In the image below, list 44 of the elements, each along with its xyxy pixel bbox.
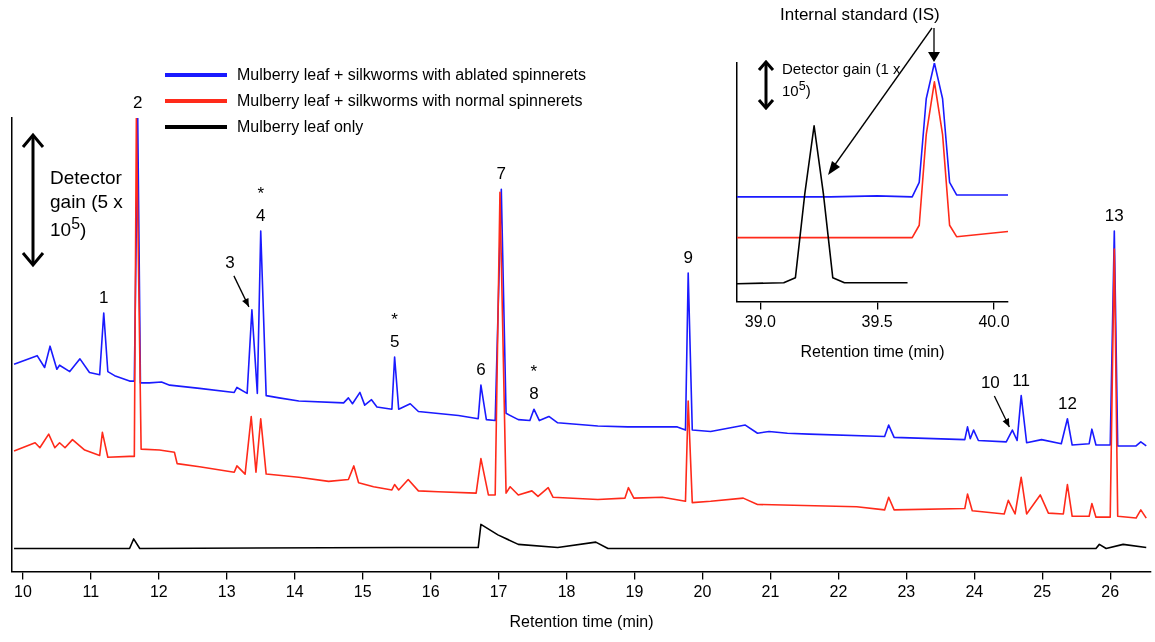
annotation: 6 bbox=[476, 360, 486, 380]
annotation: 1 bbox=[99, 288, 109, 308]
x-tick-label: 22 bbox=[829, 582, 848, 600]
x-tick-label: 23 bbox=[897, 582, 916, 600]
x-tick-label: 39.0 bbox=[744, 312, 777, 330]
annotation: 13 bbox=[1104, 205, 1124, 225]
x-tick-label: 24 bbox=[965, 582, 984, 600]
annotation: * bbox=[391, 310, 399, 330]
x-tick-label: 14 bbox=[285, 582, 304, 600]
text: Internal standard (IS) bbox=[780, 4, 941, 26]
annotation: 3 bbox=[225, 252, 235, 272]
x-axis-title: Retention time (min) bbox=[509, 612, 654, 630]
x-axis-title: Retention time (min) bbox=[800, 342, 945, 360]
x-tick-label: 21 bbox=[761, 582, 780, 600]
annotation: 9 bbox=[683, 248, 693, 268]
x-tick-label: 19 bbox=[625, 582, 644, 600]
x-tick-label: 10 bbox=[13, 582, 32, 600]
annotation: * bbox=[257, 183, 265, 203]
x-tick-label: 16 bbox=[421, 582, 440, 600]
annotation: Detector gain (1 x 10$^{5}$) bbox=[782, 60, 902, 101]
annotation: Detector gain (5 x 10$^{5}$) bbox=[50, 166, 124, 242]
annotation: 7 bbox=[496, 164, 507, 184]
legend-label: Mulberry leaf + silkworms with normal spinnerets bbox=[237, 92, 583, 110]
x-tick-label: 17 bbox=[489, 582, 508, 600]
x-tick-label: 39.5 bbox=[861, 312, 893, 330]
annotation: * bbox=[530, 362, 538, 382]
x-tick-label: 40.0 bbox=[978, 312, 1010, 330]
x-tick-label: 20 bbox=[693, 582, 712, 600]
x-tick-label: 26 bbox=[1101, 582, 1120, 600]
annotation: 11 bbox=[1012, 370, 1031, 390]
x-tick-label: 15 bbox=[353, 582, 372, 600]
annotation: 12 bbox=[1057, 393, 1077, 413]
x-tick-label: 11 bbox=[82, 582, 100, 600]
x-tick-label: 12 bbox=[149, 582, 168, 600]
annotation: 5 bbox=[389, 332, 400, 352]
x-tick-label: 18 bbox=[557, 582, 576, 600]
annotation: 10 bbox=[980, 373, 1000, 393]
annotation: 2 bbox=[132, 93, 143, 112]
annotation: 4 bbox=[256, 205, 266, 225]
x-tick-label: 25 bbox=[1033, 582, 1052, 600]
annotation: 8 bbox=[529, 384, 539, 404]
x-tick-label: 13 bbox=[217, 582, 236, 600]
legend-label: Mulberry leaf only bbox=[237, 118, 364, 136]
legend-label: Mulberry leaf + silkworms with ablated spinnerets bbox=[237, 66, 587, 84]
